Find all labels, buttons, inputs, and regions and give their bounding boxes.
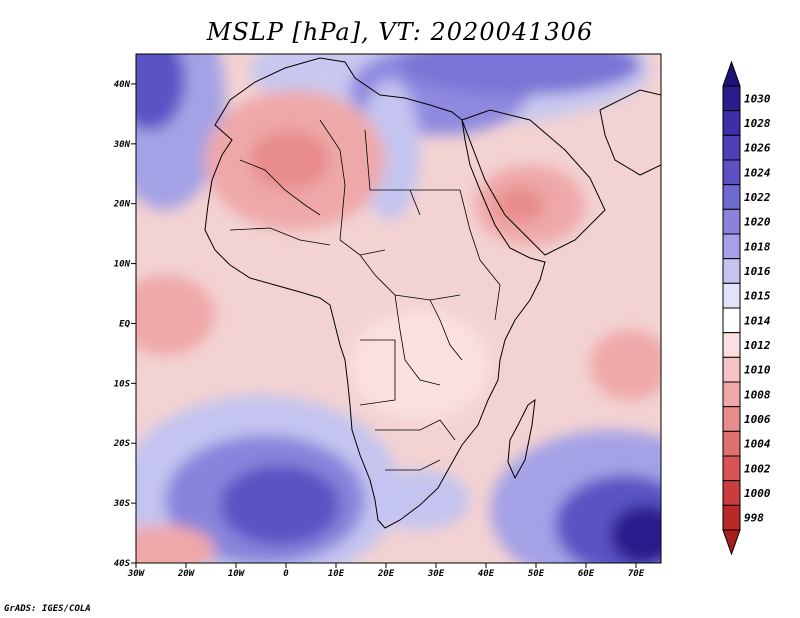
lat-tick-label: 20N (113, 200, 131, 210)
colorbar-swatch (722, 282, 741, 309)
grads-credit: GrADS: IGES/COLA (4, 604, 91, 614)
lon-tick-label: 0 (283, 569, 289, 579)
lon-tick-label: 10W (228, 569, 246, 579)
colorbar-swatch (722, 159, 741, 186)
colorbar-label: 1020 (744, 216, 771, 229)
lon-tick-label: 50E (528, 569, 545, 579)
colorbar-label: 1010 (744, 364, 771, 377)
colorbar-swatch (722, 258, 741, 284)
lat-tick-label: 30N (113, 140, 131, 150)
colorbar-label: 1006 (744, 413, 771, 426)
lat-tick-label: EQ (119, 319, 130, 329)
lon-tick-label: 30W (127, 569, 146, 579)
lon-tick-label: 30E (427, 569, 445, 579)
colorbar-label: 998 (744, 512, 764, 525)
lon-tick-label: 60E (578, 569, 595, 579)
colorbar-swatch (722, 184, 741, 210)
colorbar-swatch (722, 406, 741, 432)
colorbar-label: 1030 (744, 92, 771, 105)
lon-tick-label: 10E (328, 569, 345, 579)
colorbar-label: 1002 (744, 462, 771, 475)
map-title: MSLP [hPa], VT: 2020041306 (206, 18, 594, 46)
lon-tick-label: 70E (628, 569, 645, 579)
lat-tick-label: 10S (114, 379, 131, 389)
lat-tick-label: 10N (114, 260, 131, 270)
colorbar-swatch (722, 233, 741, 260)
lon-tick-label: 20E (377, 569, 395, 579)
colorbar-swatch (722, 381, 741, 408)
colorbar-top-arrow (722, 60, 741, 87)
colorbar-label: 1026 (744, 142, 771, 155)
colorbar-swatch (722, 504, 741, 531)
pressure-field (136, 54, 661, 563)
coastlines (204, 57, 661, 529)
colorbar-swatch (722, 356, 741, 383)
colorbar-label: 1016 (744, 265, 771, 278)
lat-tick-label: 30S (113, 499, 131, 509)
colorbar-swatch (722, 480, 741, 506)
colorbar-swatch (722, 307, 741, 334)
colorbar: 1030 1028 1026 1024 1022 1020 1018 1016 1015 1014… (722, 60, 771, 556)
colorbar-swatch (722, 208, 741, 235)
colorbar-label: 1014 (744, 314, 771, 327)
colorbar-bottom-arrow (722, 529, 741, 556)
colorbar-label: 1012 (744, 339, 771, 352)
lon-tick-label: 40E (478, 569, 495, 579)
colorbar-swatch (722, 85, 741, 112)
colorbar-swatch (722, 332, 741, 358)
colorbar-label: 1015 (744, 290, 771, 303)
lat-tick-label: 40N (114, 80, 131, 90)
colorbar-label: 1004 (744, 438, 771, 451)
colorbar-swatch (722, 134, 741, 161)
country-borders (229, 119, 501, 471)
lat-tick-label: 20S (113, 439, 131, 449)
colorbar-label: 1008 (744, 388, 771, 401)
colorbar-swatch (722, 455, 741, 482)
lon-tick-label: 20W (177, 569, 196, 579)
colorbar-label: 1024 (744, 166, 771, 179)
colorbar-label: 1022 (744, 191, 771, 204)
colorbar-swatch (722, 110, 741, 136)
lat-tick-label: 40S (114, 559, 131, 569)
colorbar-label: 1000 (744, 487, 771, 500)
latitude-axis: 40N 30N 20N 10N EQ 10S 20S 30S 40S (113, 80, 136, 569)
longitude-axis: 30W 20W 10W 0 10E 20E 30E 40E 50E 60E 70E (127, 563, 645, 579)
colorbar-label: 1028 (744, 117, 771, 130)
colorbar-label: 1018 (744, 240, 771, 253)
colorbar-swatch (722, 430, 741, 457)
